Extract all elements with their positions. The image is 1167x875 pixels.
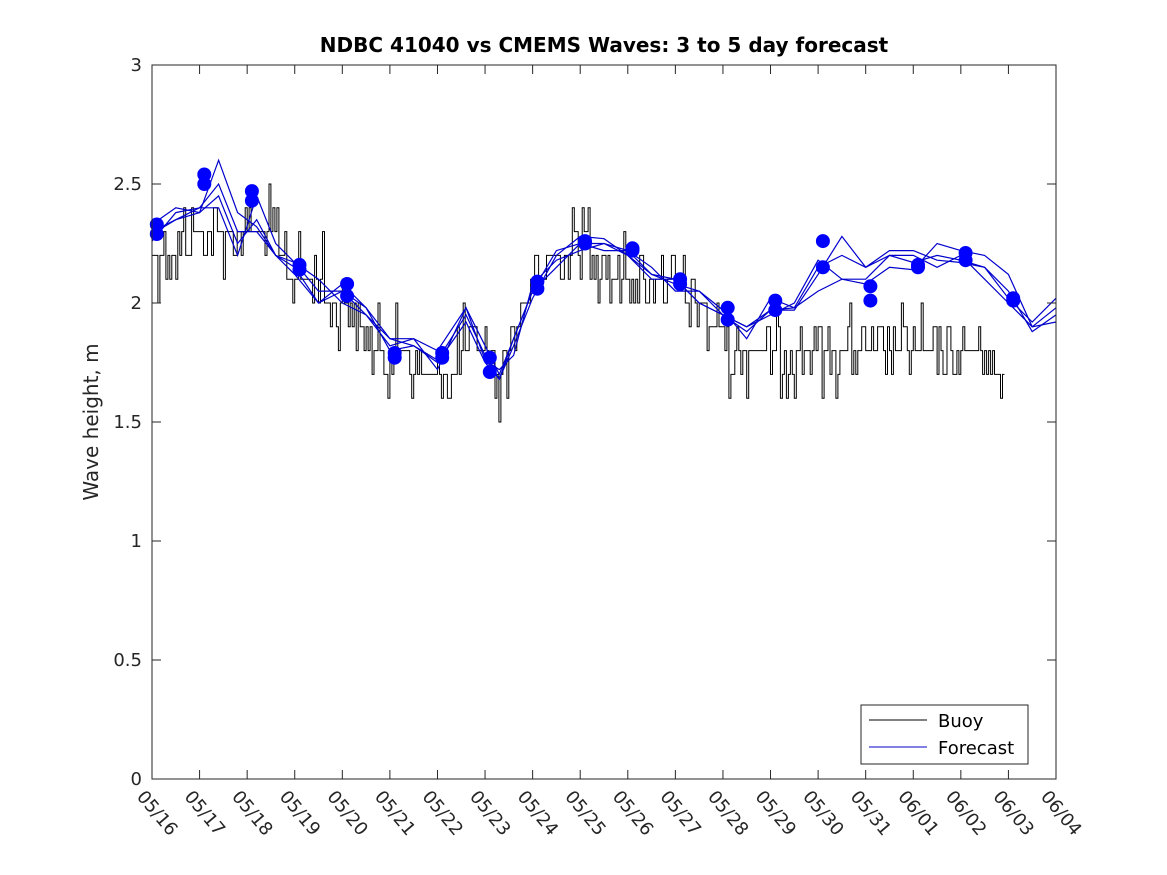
y-tick-label: 1.5 [113,412,142,433]
forecast-marker [244,193,259,208]
forecast-marker [911,260,925,275]
forecast-marker [387,350,402,365]
forecast-line-3 [151,194,1057,371]
plot-area [152,65,1056,779]
y-axis-label: Wave height, m [79,343,103,500]
forecast-marker [720,300,735,315]
forecast-marker [197,177,212,191]
y-tick-label: 2.5 [113,174,142,195]
forecast-marker [578,236,592,251]
forecast-marker [482,350,497,365]
forecast-marker [340,288,355,303]
forecast-marker [815,234,830,249]
y-tick-label: 2 [131,293,142,314]
forecast-marker [530,281,545,296]
legend-box [860,704,1029,765]
legend-buoy-label: Buoy [938,711,984,732]
legend: Buoy Forecast [860,704,1029,765]
forecast-marker [958,253,973,268]
forecast-marker [482,365,497,379]
legend-forecast-label: Forecast [938,738,1014,759]
chart-title: NDBC 41040 vs CMEMS Waves: 3 to 5 day fo… [320,33,889,57]
forecast-marker [149,227,164,241]
forecast-marker [815,260,830,275]
forecast-marker [435,350,450,365]
forecast-marker [1006,293,1021,308]
y-tick-label: 0 [131,769,142,790]
forecast-marker [340,277,355,291]
forecast-marker [863,279,878,294]
forecast-marker [292,262,307,277]
y-tick-label: 0.5 [113,650,142,671]
forecast-marker [768,303,783,318]
y-tick-label: 3 [131,55,142,76]
forecast-marker [673,277,688,291]
forecast-marker-layer [149,167,1021,379]
forecast-marker [863,293,878,308]
forecast-marker [720,312,735,327]
forecast-marker [625,243,640,258]
y-axis: 0 0.5 1 1.5 2 2.5 3 [113,55,1056,790]
y-tick-label: 1 [131,531,142,552]
